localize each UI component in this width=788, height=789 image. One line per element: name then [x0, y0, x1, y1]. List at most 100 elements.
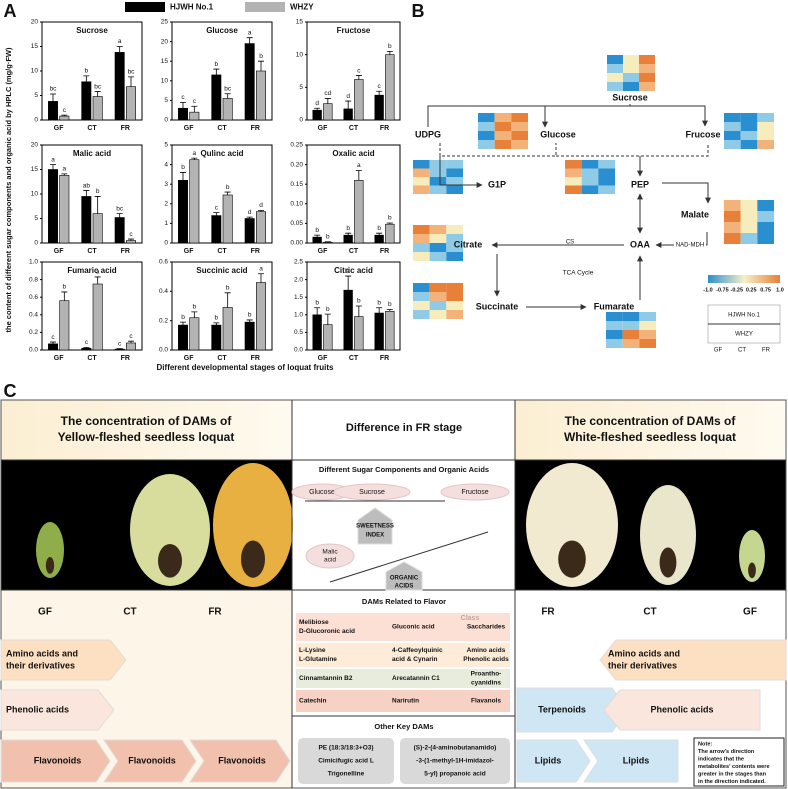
plot-frame: [306, 261, 401, 351]
error-bar: [94, 276, 101, 284]
bar: [59, 175, 70, 244]
bar: [343, 234, 353, 244]
bar: [374, 234, 384, 244]
heatmap-cell: [446, 292, 463, 301]
connector: [662, 182, 711, 204]
significance-letter: b: [181, 164, 185, 171]
heatmap-cell: [724, 222, 741, 233]
significance-letter: b: [63, 284, 67, 291]
class-label: Amino acids and: [608, 648, 680, 658]
heatmap-cell: [622, 312, 640, 321]
heatmap-cell: [623, 64, 639, 73]
key-label: CT: [738, 348, 746, 354]
heatmap-cell: [446, 310, 463, 319]
header-text: Yellow-fleshed seedless loquat: [58, 430, 235, 444]
enzyme-label: CS: [566, 240, 574, 246]
stage-label: GF: [743, 607, 757, 618]
plot-frame: [171, 144, 273, 244]
loquat-seed: [158, 544, 182, 578]
y-tick-label: 4: [164, 161, 168, 168]
y-tick-label: 0.00: [290, 240, 303, 247]
y-tick-label: 15: [161, 58, 169, 65]
heatmap-cell: [429, 283, 447, 292]
panel-label: A: [4, 1, 17, 21]
metabolite-label: (S)-2-(4-aminobutanamido): [414, 745, 497, 752]
y-tick-label: 1.0: [294, 312, 303, 319]
y-tick-label: 0.6: [29, 294, 38, 301]
error-bar: [83, 190, 90, 197]
sugar-pill: [333, 483, 411, 501]
metabolite-label: acid & Cynarin: [392, 656, 438, 663]
stage-label: FR: [541, 607, 555, 618]
index-label: ORGANIC: [390, 576, 419, 582]
significance-letter: c: [193, 98, 197, 105]
flavor-row: [296, 643, 510, 667]
bar: [48, 343, 58, 351]
error-bar: [355, 305, 362, 317]
heatmap-cell: [598, 185, 615, 194]
error-bar: [345, 100, 352, 109]
chart-title: Succinic acid: [196, 266, 247, 275]
bar: [81, 81, 92, 121]
x-tick-label: FR: [380, 248, 389, 255]
bar: [126, 86, 136, 121]
y-tick-label: 0.20: [290, 161, 303, 168]
heatmap-cell: [757, 140, 774, 149]
significance-letter: a: [51, 156, 55, 163]
heatmap-cell: [413, 234, 430, 243]
x-tick-label: CT: [217, 248, 227, 255]
bar: [222, 194, 233, 244]
y-tick-label: 5: [34, 92, 38, 99]
node-label: Glucose: [540, 129, 576, 139]
significance-letter: b: [259, 53, 263, 60]
bar: [211, 324, 222, 351]
heatmap-cell: [446, 243, 463, 252]
heatmap-cell: [565, 185, 582, 194]
y-tick-label: 25: [161, 19, 169, 26]
heatmap-cell: [478, 140, 495, 149]
sugar-label: Glucose: [309, 489, 335, 496]
heatmap-cell: [740, 200, 758, 211]
bar: [114, 348, 125, 351]
heatmap-cell: [429, 301, 447, 310]
heatmap-cell: [413, 252, 430, 261]
bar: [92, 213, 103, 244]
significance-letter: b: [215, 315, 219, 322]
heatmap-cell: [446, 225, 463, 234]
error-bar: [180, 172, 186, 181]
error-bar: [376, 90, 383, 96]
chart-title: Glucose: [206, 26, 238, 35]
colorbar-label: -0.75: [716, 287, 729, 293]
y-axis-label: the content of different sugar component…: [4, 47, 13, 333]
y-tick-label: 0.0: [159, 347, 168, 354]
class-label: Amino acids: [467, 647, 506, 654]
significance-letter: bc: [224, 85, 232, 92]
enzyme-label: NAD-MDH: [676, 243, 704, 249]
x-tick-label: CT: [217, 125, 227, 132]
heatmap-cell: [446, 234, 463, 243]
index-label: ACIDS: [395, 584, 414, 590]
y-tick-label: 15: [296, 19, 304, 26]
note-text: The arrow's direction: [698, 749, 755, 755]
significance-letter: b: [388, 43, 392, 50]
legend-swatch: [245, 2, 285, 12]
significance-letter: bc: [50, 86, 58, 93]
significance-letter: d: [259, 202, 263, 209]
heatmap-cell: [623, 82, 639, 91]
y-tick-label: 0.4: [29, 312, 38, 319]
heatmap-cell: [429, 310, 447, 319]
key-label: WHZY: [735, 332, 753, 338]
heatmap-cell: [413, 283, 430, 292]
significance-letter: b: [193, 304, 197, 311]
significance-letter: b: [226, 285, 230, 292]
x-tick-label: GF: [54, 248, 64, 255]
y-tick-label: 20: [31, 19, 39, 26]
bar: [312, 109, 322, 121]
header-text: The concentration of DAMs of: [61, 414, 233, 428]
chart-title: Qulinc acid: [200, 149, 243, 158]
significance-letter: a: [346, 268, 350, 275]
bar: [256, 211, 266, 244]
significance-letter: b: [215, 61, 219, 68]
heatmap-cell: [639, 82, 655, 91]
